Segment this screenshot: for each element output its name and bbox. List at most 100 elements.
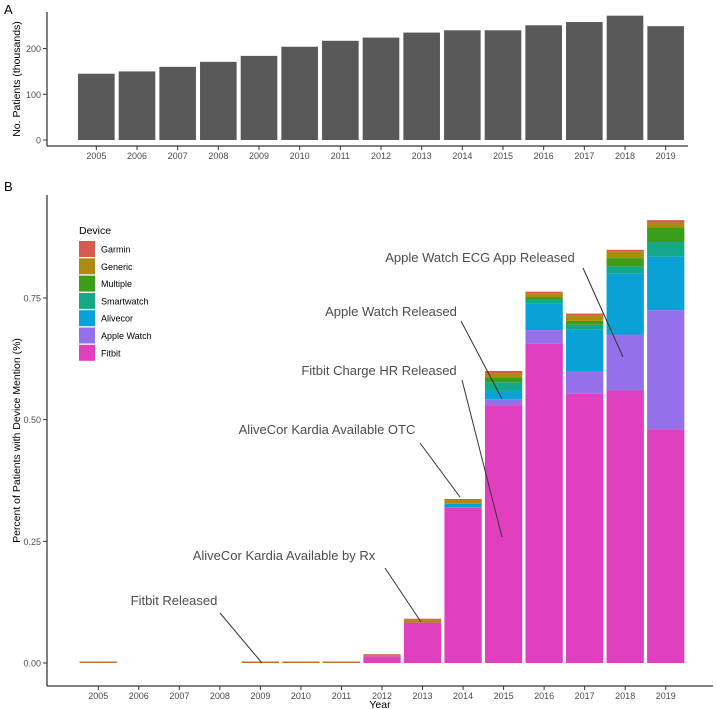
annotation-label: Fitbit Released <box>131 593 218 608</box>
panel-a-bar <box>484 30 522 141</box>
panel-a-bar <box>322 40 359 140</box>
panel-b-bar-segment-generic <box>403 619 442 623</box>
panel-b-bar-segment-fitbit <box>484 405 523 663</box>
panel-b-x-tick-label: 2009 <box>250 691 270 701</box>
panel-label-a: A <box>4 2 13 17</box>
panel-a-bar <box>525 25 562 141</box>
legend-label: Apple Watch <box>101 331 152 341</box>
legend-swatch <box>79 275 95 292</box>
legend-label: Garmin <box>101 245 131 255</box>
panel-b-bar-segment-garmin <box>566 313 604 316</box>
panel-a-bar <box>444 30 481 141</box>
panel-label-b: B <box>4 179 13 194</box>
panel-a-bar <box>200 61 237 141</box>
annotation-label: Fitbit Charge HR Released <box>301 363 456 378</box>
panel-b-x-tick-label: 2006 <box>129 691 149 701</box>
legend-label: Smartwatch <box>101 296 149 306</box>
panel-b-bar-segment-alivecor <box>525 303 563 331</box>
panel-b-y-tick-label: 0.50 <box>23 415 41 425</box>
legend-label: Generic <box>101 262 133 272</box>
panel-b-x-tick-label: 2016 <box>534 691 554 701</box>
panel-a-x-tick-label: 2009 <box>249 151 269 161</box>
panel-b-bar-segment-fitbit <box>525 343 563 663</box>
panel-b-bar-segment-smartwatch <box>566 324 604 330</box>
panel-b-bar-segment-smartwatch <box>647 242 685 257</box>
panel-b-bar-segment-apple-watch <box>606 334 644 391</box>
panel-a-x-tick-label: 2018 <box>615 151 635 161</box>
panel-b-bar-segment-generic <box>525 293 563 298</box>
panel-b-bar-segment-smartwatch <box>484 382 523 391</box>
annotation-leader-line <box>461 379 503 538</box>
panel-b-y-tick-label: 0.75 <box>23 294 41 304</box>
panel-b-x-tick-label: 2013 <box>413 691 433 701</box>
legend-label: Fitbit <box>101 348 121 358</box>
panel-a-x-tick-label: 2015 <box>493 151 513 161</box>
panel-b-bar-segment-garmin <box>322 661 361 663</box>
panel-a-x-tick-label: 2007 <box>168 151 188 161</box>
panel-b-y-tick-label: 0.00 <box>23 659 41 669</box>
annotation-leader-line <box>582 267 624 358</box>
panel-a-x-tick-label: 2008 <box>208 151 228 161</box>
legend-swatch <box>79 344 95 361</box>
panel-b-bar-segment-generic <box>566 315 604 321</box>
panel-b-bar-segment-fitbit <box>647 429 685 663</box>
panel-b-bar-segment-garmin <box>282 661 320 663</box>
annotation-leader-line <box>419 442 461 498</box>
panel-b-bar-segment-alivecor <box>566 329 604 371</box>
panel-b-x-axis-title: Year <box>369 699 391 709</box>
panel-b-y-tick-label: 0.25 <box>23 537 41 547</box>
panel-b-x-tick-label: 2008 <box>210 691 230 701</box>
panel-b-x-tick-label: 2007 <box>169 691 189 701</box>
legend-swatch <box>79 327 95 344</box>
panel-a-bar <box>240 55 278 141</box>
panel-a-chart: 0 100 200 2005 2006 2007 2008 2009 2010 2011 2012 2… <box>11 12 688 161</box>
panel-b-bar-segment-garmin <box>363 654 401 656</box>
legend-label: Multiple <box>101 279 132 289</box>
panel-a-x-tick-label: 2012 <box>371 151 391 161</box>
panel-b-bar-segment-alivecor <box>606 273 644 335</box>
annotation-label: AliveCor Kardia Available OTC <box>239 422 416 437</box>
legend-swatch <box>79 310 95 327</box>
panel-b-bar-segment-garmin <box>403 618 442 620</box>
legend-title: Device <box>79 225 111 237</box>
panel-a-bar <box>159 66 196 140</box>
panel-a-x-tick-label: 2016 <box>534 151 554 161</box>
panel-b-x-tick-label: 2014 <box>453 691 473 701</box>
legend-swatch <box>79 241 95 257</box>
annotation-label: Apple Watch Released <box>325 304 457 319</box>
panel-b-chart: 0.00 0.25 0.50 0.75 2005 2006 2007 2008 2009 2010… <box>11 195 713 709</box>
panel-b-bar-segment-alivecor <box>484 390 523 400</box>
panel-b-x-tick-label: 2017 <box>575 691 595 701</box>
panel-b-bar-segment-generic <box>484 373 523 378</box>
panel-b-bar-segment-multiple <box>525 297 563 300</box>
panel-b-bar-segment-garmin <box>79 661 117 663</box>
panel-a-bar <box>647 26 684 140</box>
panel-b-bar-segment-generic <box>647 222 685 228</box>
panel-b-bar-segment-garmin <box>444 498 482 500</box>
panel-b-bar-segment-garmin <box>525 291 563 294</box>
legend-swatch <box>79 258 95 275</box>
panel-b-y-axis-title: Percent of Patients with Device Mention … <box>11 338 23 543</box>
panel-a-x-tick-label: 2006 <box>127 151 147 161</box>
panel-b-x-tick-label: 2010 <box>291 691 311 701</box>
annotation-leader-line <box>219 612 263 664</box>
panel-b-x-tick-label: 2019 <box>656 691 676 701</box>
panel-a-x-tick-label: 2019 <box>656 151 676 161</box>
panel-a-x-tick-label: 2014 <box>452 151 472 161</box>
panel-b-bar-segment-apple-watch <box>484 399 523 406</box>
legend-swatch <box>79 292 95 309</box>
panel-b-bar-segment-generic <box>363 655 401 657</box>
panel-b-bar-segment-multiple <box>566 320 604 325</box>
panel-a-bar <box>118 71 156 140</box>
panel-a-bar <box>362 37 400 140</box>
panel-b-bar-segment-multiple <box>484 377 523 383</box>
panel-a-y-axis-title: No. Patients (thousands) <box>11 21 23 137</box>
panel-b-bar-segment-fitbit <box>444 507 482 663</box>
panel-b-bar-segment-multiple <box>647 227 685 243</box>
panel-b-bar-segment-fitbit <box>363 656 401 663</box>
panel-b-x-tick-label: 2018 <box>615 691 635 701</box>
panel-a-y-tick-label: 200 <box>26 44 41 54</box>
panel-b-legend: Device Garmin Generic Multiple Smartwatch Ali… <box>79 225 152 361</box>
annotation-label: AliveCor Kardia Available by Rx <box>193 548 376 563</box>
